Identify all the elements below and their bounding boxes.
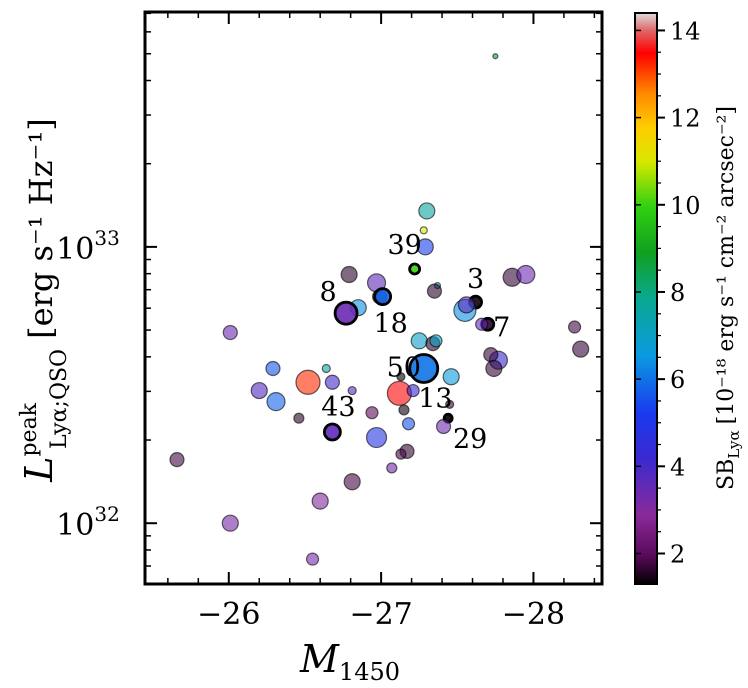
x-axis-title-sub: 1450 <box>339 658 400 686</box>
colorbar-tick-label: 6 <box>670 366 685 394</box>
scatter-point <box>311 492 329 510</box>
scatter-point <box>419 226 428 235</box>
scatter-point <box>340 265 358 284</box>
colorbar-title-sub: Lyα <box>725 430 743 458</box>
x-tick-label: −28 <box>502 597 565 632</box>
scatter-point <box>343 473 361 491</box>
y-axis-title-sup: peak <box>17 402 42 456</box>
scatter-point <box>265 360 281 377</box>
scatter-point <box>406 383 420 398</box>
y-axis-title-units: [erg s⁻¹ Hz⁻¹] <box>22 118 60 339</box>
point-label: 18 <box>373 309 407 340</box>
scatter-point <box>408 262 422 276</box>
point-label: 39 <box>387 230 421 261</box>
point-label: 13 <box>418 383 452 414</box>
point-label: 8 <box>319 277 336 308</box>
scatter-point <box>373 287 393 307</box>
scatter-point <box>442 368 460 386</box>
x-axis-title: M1450 <box>299 637 400 686</box>
y-axis-title: Lpeak Lyα;QSO [erg s⁻¹ Hz⁻¹] <box>17 118 72 483</box>
scatter-point <box>293 412 305 424</box>
scatter-point <box>321 363 331 374</box>
scatter-point <box>333 300 359 326</box>
scatter-point <box>410 332 428 350</box>
scatter-point <box>295 369 321 395</box>
scatter-point <box>516 264 536 285</box>
point-label: 7 <box>493 312 510 343</box>
scatter-point <box>445 399 455 409</box>
scatter-point <box>347 385 357 396</box>
scatter-point <box>408 353 440 384</box>
colorbar-title-units: [10⁻¹⁸ erg s⁻¹ cm⁻² arcsec⁻²] <box>714 106 739 424</box>
y-tick-label: 1033 <box>56 226 120 267</box>
scatter-point <box>429 334 443 348</box>
point-label: 43 <box>321 392 355 423</box>
scatter-point <box>567 320 582 334</box>
y-tick-label: 1032 <box>56 502 120 543</box>
colorbar-tick-label: 14 <box>670 17 701 45</box>
scatter-point <box>250 381 268 400</box>
scatter-point <box>169 452 185 468</box>
point-label: 3 <box>467 264 484 295</box>
y-axis-title-main: L <box>17 457 61 483</box>
colorbar-title-main: SB <box>714 459 739 490</box>
scatter-point <box>386 462 398 474</box>
colorbar-tick-label: 12 <box>670 105 701 133</box>
scatter-point <box>426 283 443 299</box>
scatter-point <box>492 53 499 60</box>
scatter-point <box>396 372 406 382</box>
scatter-point <box>485 359 503 378</box>
scatter-point <box>475 317 489 331</box>
scatter-point <box>395 448 407 460</box>
scatter-point <box>324 374 340 390</box>
scatter-point <box>398 404 410 416</box>
colorbar-tick-label: 10 <box>670 192 701 220</box>
scatter-point <box>418 202 436 220</box>
x-tick-label: −26 <box>197 597 260 632</box>
scatter-point <box>222 324 238 341</box>
colorbar-tick-label: 2 <box>670 540 685 568</box>
scatter-point <box>221 514 239 532</box>
scatter-point <box>483 347 499 363</box>
scatter-point <box>572 340 590 358</box>
scatter-point <box>401 417 416 431</box>
colorbar-tick-label: 8 <box>670 279 685 307</box>
colorbar-title: SBLyα [10⁻¹⁸ erg s⁻¹ cm⁻² arcsec⁻²] <box>714 106 743 490</box>
scatter-point <box>416 238 434 256</box>
x-tick-label: −27 <box>349 597 412 632</box>
point-label: 50 <box>387 352 421 383</box>
scatter-point <box>266 392 286 412</box>
point-label: 29 <box>453 424 487 455</box>
scatter-point <box>322 422 342 442</box>
x-axis-title-main: M <box>299 637 340 681</box>
scatter-point <box>305 552 320 566</box>
y-axis-title-sub: Lyα;QSO <box>47 349 72 449</box>
scatter-point <box>365 406 379 420</box>
colorbar <box>634 12 658 585</box>
scatter-point <box>457 296 476 314</box>
colorbar-tick-label: 4 <box>670 453 685 481</box>
scatter-point <box>435 418 452 435</box>
scatter-point <box>365 426 388 449</box>
